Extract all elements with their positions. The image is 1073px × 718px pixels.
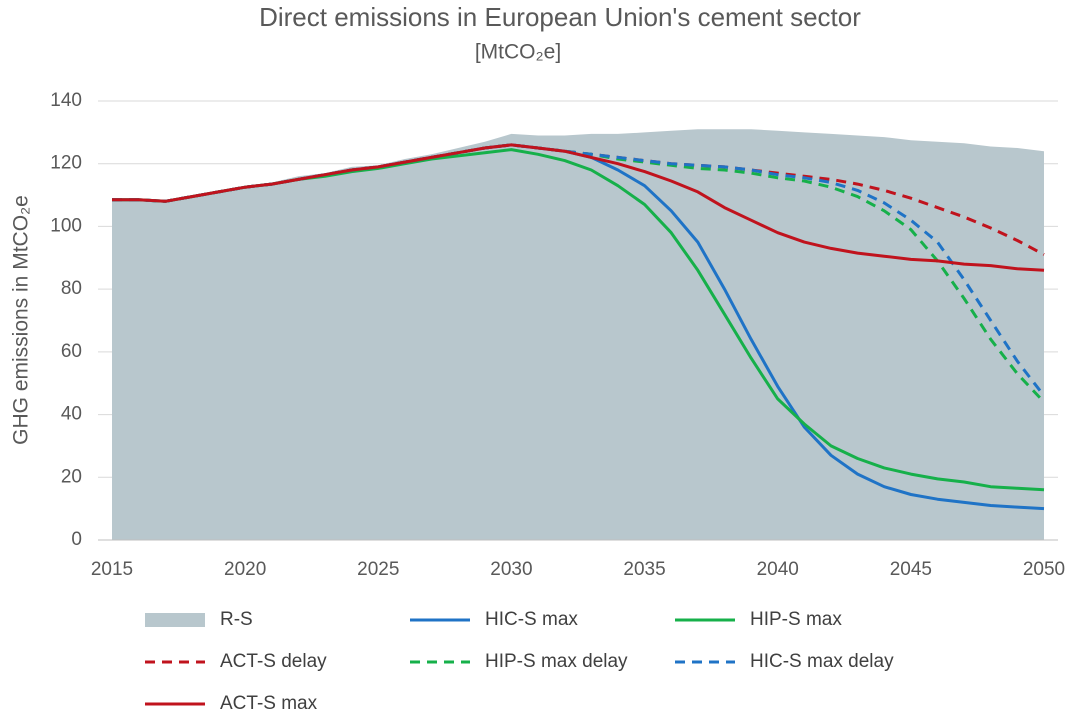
y-tick-label: 20: [61, 466, 82, 487]
chart-title: Direct emissions in European Union's cem…: [259, 2, 861, 32]
legend-label: HIC-S max delay: [750, 651, 894, 672]
y-tick-label: 0: [71, 529, 82, 550]
x-tick-label: 2040: [757, 559, 799, 580]
x-tick-label: 2035: [623, 559, 665, 580]
legend-swatch: [145, 613, 205, 627]
legend-label: HIP-S max: [750, 609, 842, 630]
x-tick-label: 2015: [91, 559, 133, 580]
y-tick-label: 120: [50, 153, 82, 174]
legend-label: HIC-S max: [485, 609, 578, 630]
area: [112, 129, 1044, 540]
x-tick-label: 2050: [1023, 559, 1065, 580]
legend-label: ACT-S max: [220, 693, 318, 714]
y-tick-label: 60: [61, 341, 82, 362]
y-axis-label: GHG emissions in MtCO₂e: [10, 195, 33, 445]
y-tick-label: 100: [50, 215, 82, 236]
x-tick-label: 2030: [490, 559, 532, 580]
legend-label: R-S: [220, 609, 253, 630]
x-tick-label: 2020: [224, 559, 266, 580]
y-tick-label: 40: [61, 404, 82, 425]
legend-label: ACT-S delay: [220, 651, 327, 672]
y-tick-label: 140: [50, 90, 82, 111]
x-tick-label: 2045: [890, 559, 932, 580]
chart-subtitle: [MtCO₂e]: [475, 41, 561, 64]
y-tick-label: 80: [61, 278, 82, 299]
legend-label: HIP-S max delay: [485, 651, 628, 672]
x-tick-label: 2025: [357, 559, 399, 580]
line: [112, 143, 1045, 272]
